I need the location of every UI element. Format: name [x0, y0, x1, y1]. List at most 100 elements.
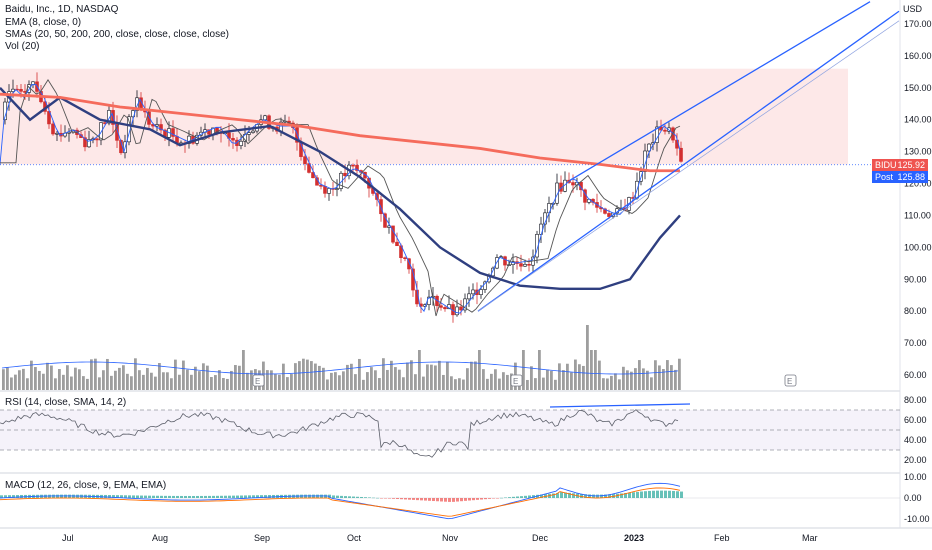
volume-bar — [94, 358, 97, 390]
volume-bar — [574, 359, 577, 390]
volume-bar — [294, 363, 297, 390]
candle-body — [155, 124, 159, 127]
candle-body — [459, 306, 463, 311]
volume-bar — [678, 358, 681, 390]
volume-bar — [594, 350, 597, 390]
volume-bar — [270, 370, 273, 390]
macd-histogram-bar — [436, 498, 439, 502]
macd-legend[interactable]: MACD (12, 26, close, 9, EMA, EMA) — [5, 480, 167, 491]
volume-bar — [398, 369, 401, 390]
volume-bar — [446, 361, 449, 390]
sma20-line — [0, 78, 681, 317]
volume-bar — [138, 370, 141, 390]
macd-histogram-bar — [224, 495, 227, 498]
volume-bar — [238, 365, 241, 390]
macd-histogram-bar — [636, 491, 639, 498]
volume-bar — [114, 370, 117, 390]
macd-histogram-bar — [188, 495, 191, 498]
volume-bar — [146, 367, 149, 390]
candle-body — [439, 305, 443, 308]
volume-bar — [290, 374, 293, 390]
candle-body — [491, 267, 495, 277]
macd-histogram-bar — [640, 491, 643, 498]
macd-histogram-bar — [248, 495, 251, 498]
macd-histogram-bar — [140, 495, 143, 498]
macd-histogram-bar — [12, 495, 15, 498]
macd-histogram-bar — [424, 498, 427, 501]
candle-body — [403, 257, 407, 260]
candle-body — [407, 258, 411, 270]
time-axis-label: Oct — [347, 533, 362, 543]
volume-bar — [362, 379, 365, 390]
volume-bar — [602, 378, 605, 390]
volume-bar — [38, 370, 41, 390]
volume-bar — [110, 375, 113, 390]
macd-histogram-bar — [112, 495, 115, 498]
macd-histogram-bar — [124, 495, 127, 498]
volume-bar — [26, 378, 29, 390]
volume-bar — [182, 360, 185, 390]
macd-histogram-bar — [120, 495, 123, 498]
macd-line — [0, 482, 681, 520]
rsi-legend[interactable]: RSI (14, close, SMA, 14, 2) — [5, 397, 127, 408]
volume-legend[interactable]: Vol (20) — [5, 41, 40, 52]
volume-bar — [178, 374, 181, 390]
macd-histogram-bar — [488, 498, 491, 499]
macd-histogram-bar — [268, 495, 271, 498]
volume-bar — [462, 379, 465, 390]
volume-bar — [142, 374, 145, 390]
macd-histogram-bar — [8, 495, 11, 498]
ema-legend[interactable]: EMA (8, close, 0) — [5, 17, 82, 28]
macd-histogram-bar — [444, 498, 447, 502]
macd-histogram-bar — [144, 495, 147, 498]
volume-bar — [90, 359, 93, 390]
chart-title[interactable]: Baidu, Inc., 1D, NASDAQ — [5, 4, 119, 15]
macd-histogram-bar — [632, 492, 635, 498]
sma-legend[interactable]: SMAs (20, 50, 200, 200, close, close, cl… — [5, 29, 229, 40]
macd-histogram-bar — [4, 495, 7, 498]
volume-bar — [186, 369, 189, 390]
volume-bar — [582, 365, 585, 390]
macd-axis-tick: 10.00 — [904, 472, 927, 482]
earnings-marker — [252, 374, 265, 387]
volume-bar — [306, 359, 309, 390]
trendline-upper — [569, 1, 871, 181]
macd-histogram-bar — [340, 495, 343, 498]
volume-bar — [358, 358, 361, 390]
macd-histogram-bar — [360, 496, 363, 498]
volume-bar — [386, 369, 389, 390]
macd-histogram-bar — [396, 498, 399, 500]
candle-body — [311, 172, 315, 179]
time-axis-label: Sep — [254, 533, 271, 543]
volume-bar — [522, 350, 525, 390]
time-axis-label: Jul — [62, 533, 74, 543]
volume-bar — [106, 358, 109, 390]
candle-body — [607, 213, 611, 217]
macd-histogram-bar — [380, 498, 383, 499]
volume-bar — [82, 376, 85, 390]
last-price-tag: BIDU 125.92 — [872, 159, 928, 171]
volume-bar — [214, 375, 217, 390]
volume-bar — [590, 350, 593, 390]
candle-body — [307, 163, 311, 173]
volume-bar — [274, 374, 277, 390]
macd-histogram-bar — [240, 495, 243, 498]
macd-histogram-bar — [180, 495, 183, 498]
volume-bar — [466, 368, 469, 390]
earnings-marker-label: E — [513, 377, 518, 386]
macd-histogram-bar — [496, 498, 499, 499]
volume-bar — [654, 360, 657, 390]
volume-bar — [18, 370, 21, 390]
volume-bar — [662, 369, 665, 390]
volume-bar — [266, 370, 269, 390]
price-axis-tick: 100.00 — [904, 242, 932, 252]
candle-body — [11, 88, 15, 92]
volume-bar — [366, 372, 369, 390]
volume-bar — [486, 378, 489, 390]
macd-histogram-bar — [432, 498, 435, 502]
volume-bar — [434, 365, 437, 390]
resistance-zone — [0, 68, 848, 165]
candle-body — [171, 128, 175, 137]
